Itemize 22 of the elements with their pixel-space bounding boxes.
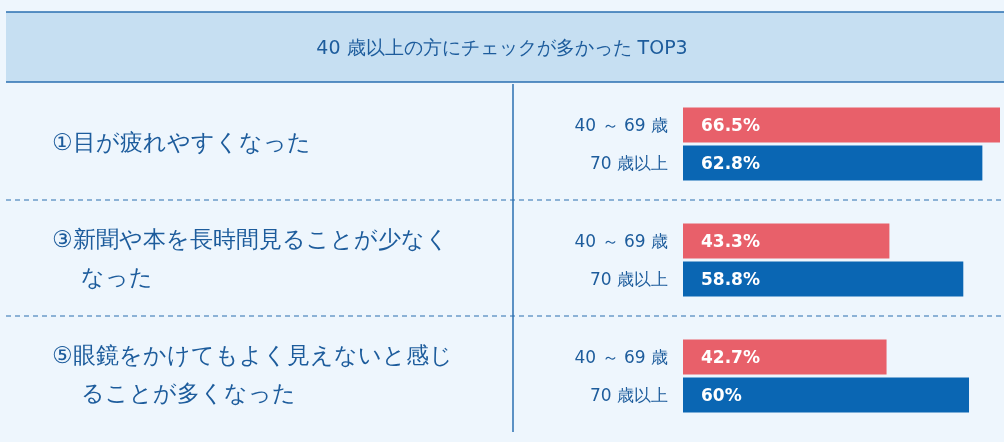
data-label: 43.3% [701,231,760,251]
y-tick-label: ⑤眼鏡をかけてもよく見えないと感じることが多くなった [52,341,454,408]
data-label: 42.7% [701,347,760,367]
y-tick-label: ①目が疲れやすくなった [52,128,312,157]
y-tick-label: ③新聞や本を長時間見ることが少なくなった [52,225,450,292]
bar [683,107,1000,143]
data-label: 62.8% [701,153,760,173]
bar [683,145,983,181]
data-label: 66.5% [701,115,760,135]
text: 40 歳以上の方にチェックが多かった TOP3 [316,36,688,58]
series-label: 40 ～ 69 歳 [574,115,668,135]
text: 70 歳以上 [589,269,668,289]
text: 40 ～ 69 歳 [574,347,668,367]
text: 70 歳以上 [589,385,668,405]
series-label: 70 歳以上 [589,153,668,173]
data-label: 60% [701,385,742,405]
bar [683,261,964,297]
bar [683,377,970,413]
text: 40 ～ 69 歳 [574,231,668,251]
bar [683,223,890,259]
data-label: 58.8% [701,269,760,289]
bar [683,339,887,375]
